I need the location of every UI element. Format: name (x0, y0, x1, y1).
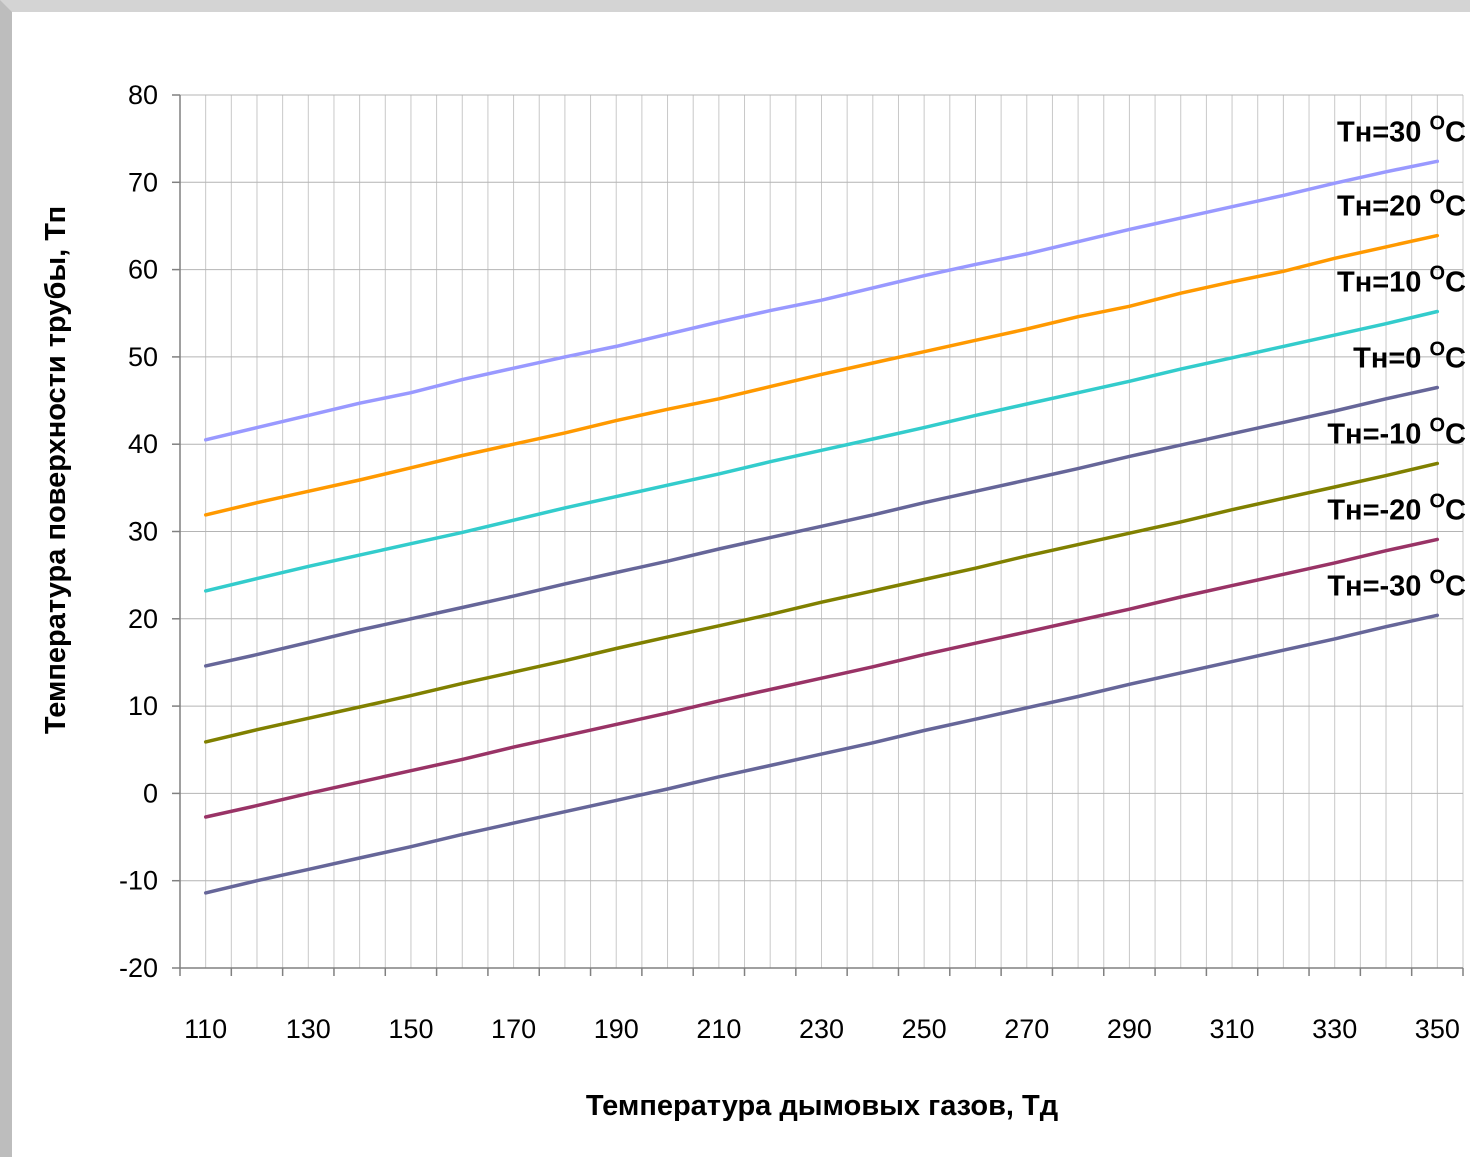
x-tick-label: 190 (594, 1014, 639, 1044)
x-tick-label: 250 (902, 1014, 947, 1044)
y-tick-label: 40 (128, 429, 158, 459)
x-tick-label: 350 (1415, 1014, 1460, 1044)
x-tick-label: 310 (1210, 1014, 1255, 1044)
series-line (203, 159, 1440, 442)
series-label: Тн=30 OC (1337, 112, 1466, 148)
x-tick-label: 290 (1107, 1014, 1152, 1044)
series-line (203, 309, 1440, 593)
series-label: Тн=-10 OC (1327, 414, 1466, 450)
x-tick-label: 270 (1004, 1014, 1049, 1044)
y-tick-label: -10 (119, 866, 158, 896)
series-label: Тн=-20 OC (1327, 490, 1466, 526)
y-tick-label: -20 (119, 953, 158, 983)
x-tick-label: 130 (286, 1014, 331, 1044)
y-tick-label: 10 (128, 691, 158, 721)
x-tick-label: 210 (696, 1014, 741, 1044)
y-tick-label: 80 (128, 80, 158, 110)
series-label: Тн=-30 OC (1327, 566, 1466, 602)
series-labels: Тн=30 OC Тн=20 OC Тн=10 OC Тн=0 OC Тн=-10 OC… (1327, 112, 1466, 602)
series-lines (203, 159, 1440, 895)
tick-labels: 80 70 60 50 40 30 20 10 0 -10 -20 110 130 150 170 190 21… (119, 80, 1460, 1044)
x-tick-label: 110 (184, 1014, 227, 1044)
series-line (203, 613, 1440, 895)
y-tick-label: 50 (128, 342, 158, 372)
y-tick-label: 30 (128, 517, 158, 547)
y-tick-label: 20 (128, 604, 158, 634)
y-tick-label: 0 (143, 778, 158, 808)
series-line (203, 537, 1440, 819)
series-line (203, 385, 1440, 668)
y-tick-label: 70 (128, 167, 158, 197)
series-label: Тн=20 OC (1337, 187, 1466, 223)
axes (172, 94, 1464, 976)
x-tick-label: 230 (799, 1014, 844, 1044)
grid (179, 94, 1464, 969)
x-tick-label: 170 (491, 1014, 536, 1044)
x-tick-label: 330 (1312, 1014, 1357, 1044)
series-label: Тн=0 OC (1353, 338, 1466, 374)
series-line (203, 461, 1440, 744)
series-label: Тн=10 OC (1337, 263, 1466, 299)
x-tick-label: 150 (388, 1014, 433, 1044)
y-axis-title: Температура поверхности трубы, Тп (40, 206, 72, 734)
y-tick-label: 60 (128, 255, 158, 285)
series-line (203, 233, 1440, 517)
x-axis-title: Температура дымовых газов, Тд (586, 1090, 1058, 1122)
